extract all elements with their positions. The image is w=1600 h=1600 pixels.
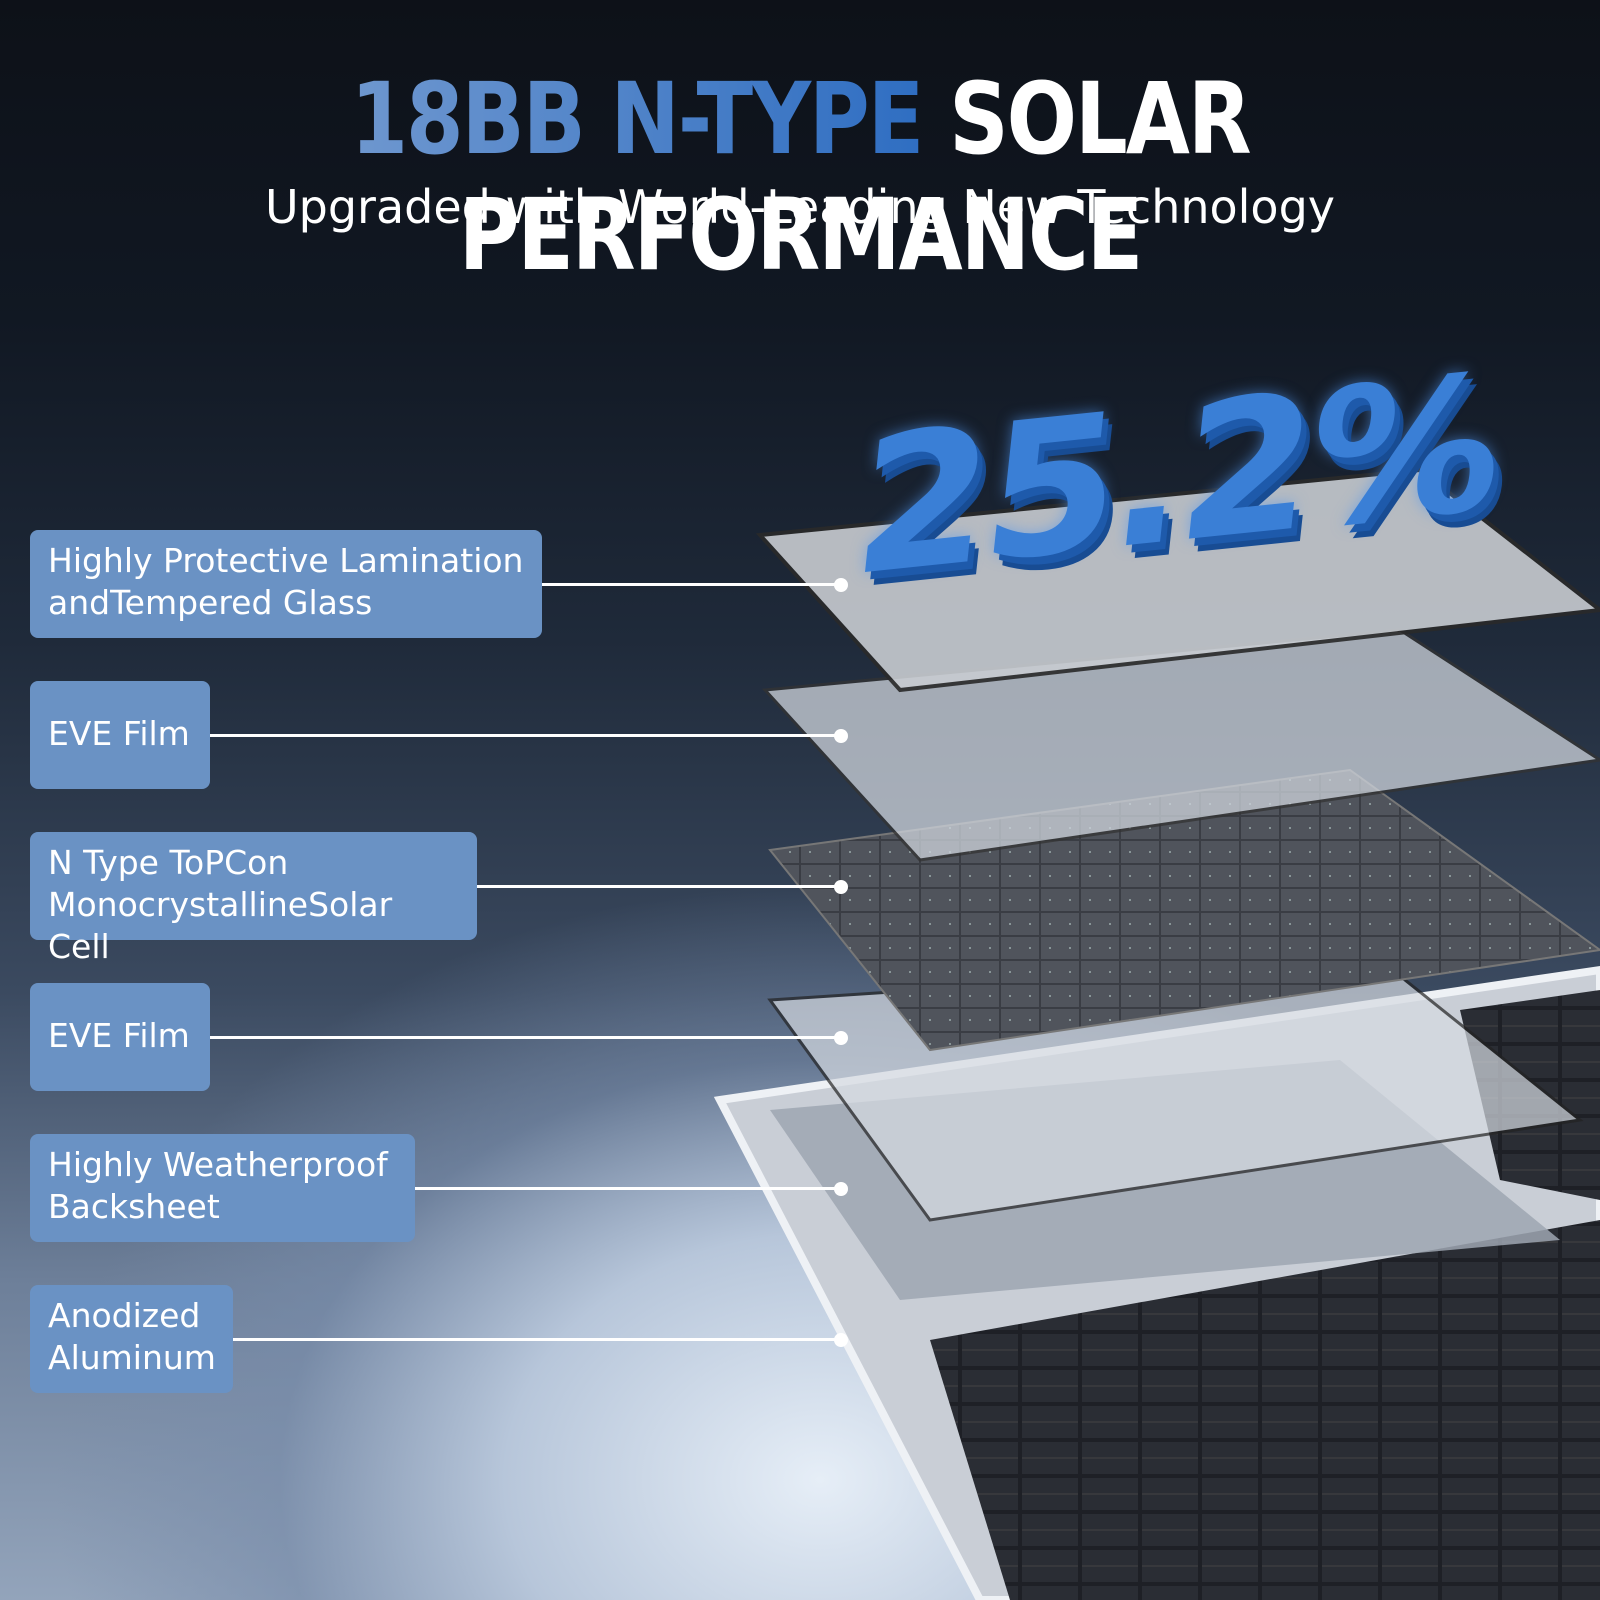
layer-label-eve-film-2: EVE Film: [30, 983, 210, 1091]
connector-line: [233, 1338, 842, 1341]
page-title: 18BB N-TYPE SOLAR PERFORMANCE: [0, 61, 1600, 292]
title-highlight: 18BB N-TYPE: [350, 61, 924, 177]
layer-label-eve-film-1: EVE Film: [30, 681, 210, 789]
layer-label-backsheet: Highly Weatherproof Backsheet: [30, 1134, 415, 1242]
connector-dot: [834, 729, 848, 743]
connector-dot: [834, 1182, 848, 1196]
layer-label-aluminum: Anodized Aluminum: [30, 1285, 233, 1393]
tempered-glass-layer: [755, 467, 1600, 693]
connector-dot: [834, 578, 848, 592]
connector-line: [210, 1036, 842, 1039]
title-main: SOLAR PERFORMANCE: [458, 61, 1252, 293]
connector-line: [477, 885, 842, 888]
connector-dot: [834, 1333, 848, 1347]
connector-dot: [834, 880, 848, 894]
layer-label-tempered-glass: Highly Protective Lamination andTempered…: [30, 530, 542, 638]
connector-line: [210, 734, 842, 737]
layer-label-solar-cell: N Type ToPCon MonocrystallineSolar Cell: [30, 832, 477, 966]
connector-line: [415, 1187, 842, 1190]
page-subtitle: Upgraded with World-Leading New Technolo…: [264, 180, 1336, 234]
connector-line: [542, 583, 842, 586]
connector-dot: [834, 1031, 848, 1045]
